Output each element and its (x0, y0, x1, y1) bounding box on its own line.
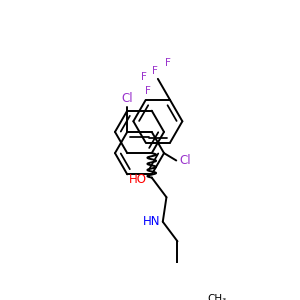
Text: HO: HO (129, 173, 147, 186)
Text: F: F (142, 72, 147, 82)
Text: Cl: Cl (179, 154, 190, 167)
Text: CH₃: CH₃ (207, 294, 226, 300)
Text: F: F (152, 66, 158, 76)
Text: F: F (145, 86, 151, 96)
Text: Cl: Cl (122, 92, 133, 105)
Text: F: F (165, 58, 171, 68)
Text: HN: HN (143, 215, 160, 228)
